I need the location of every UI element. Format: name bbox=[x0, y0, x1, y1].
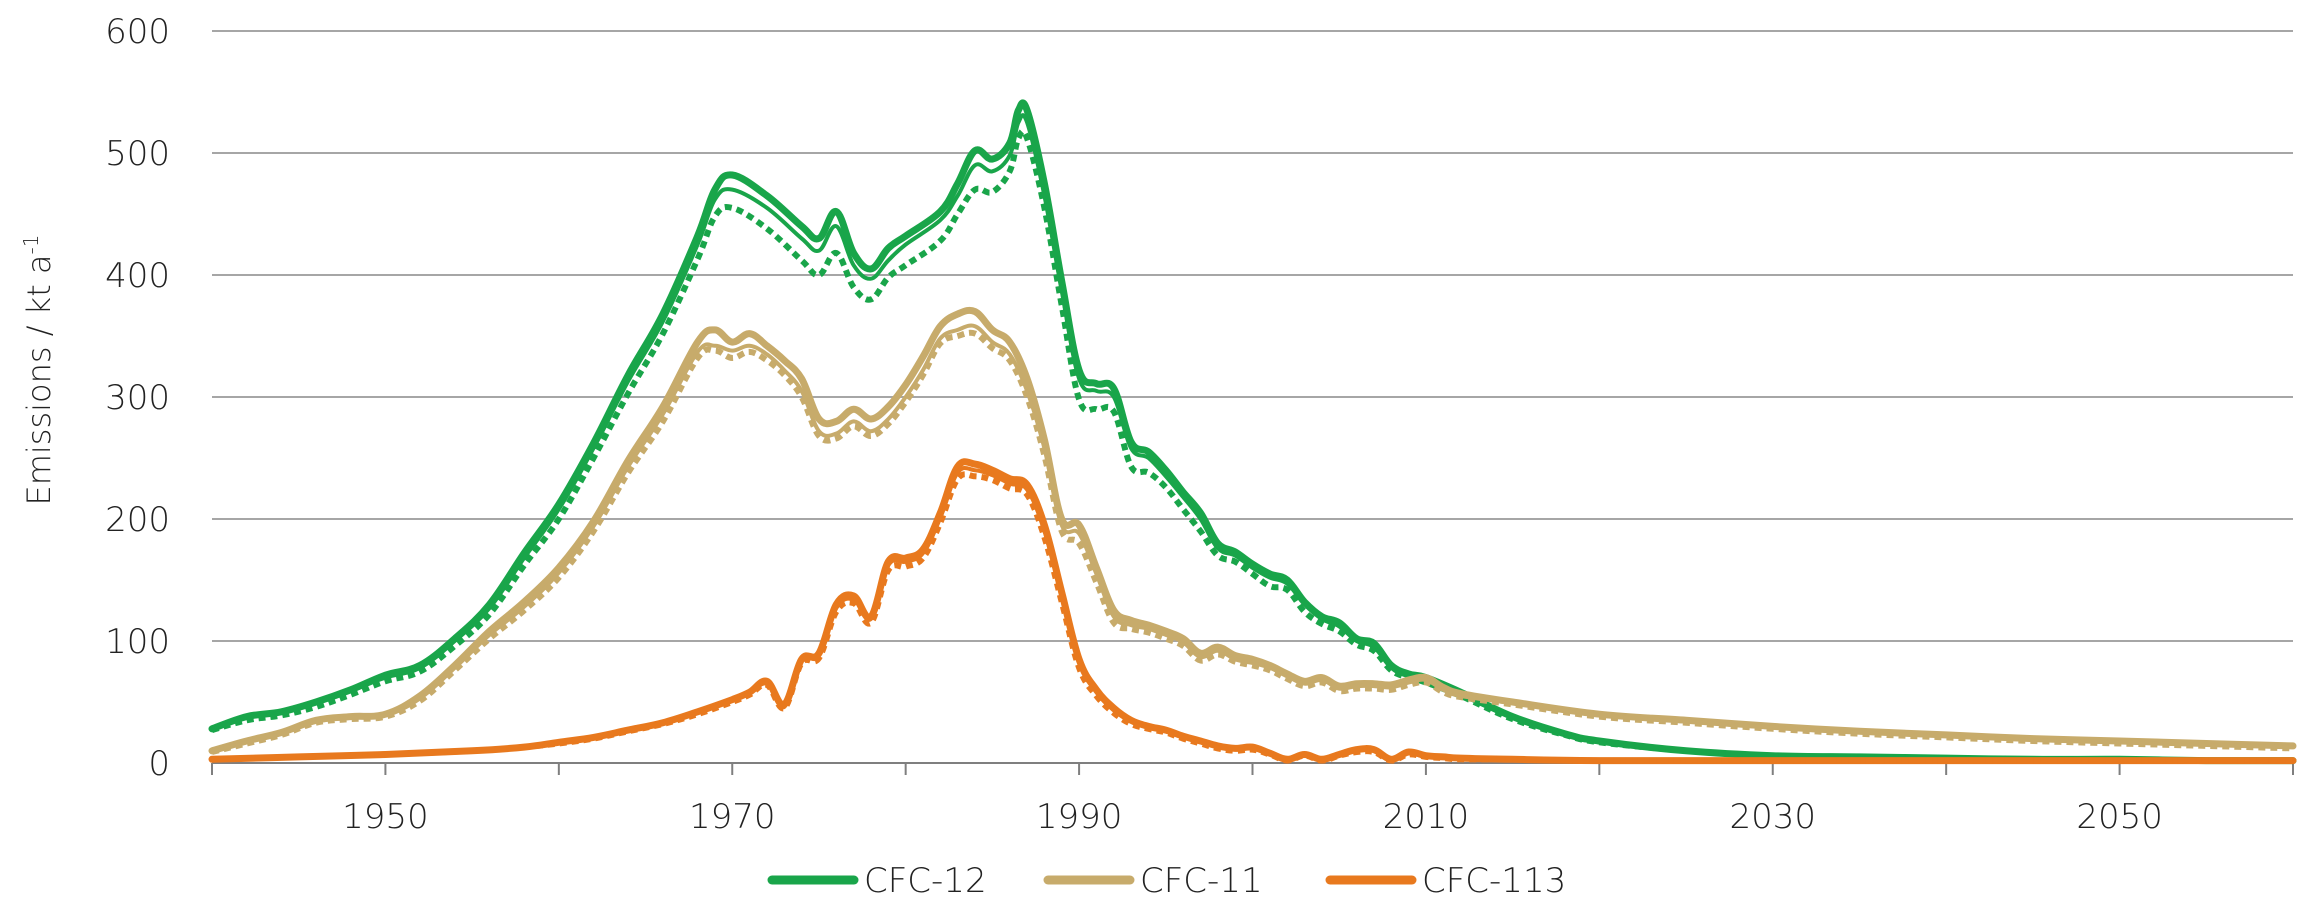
legend-label-cfc-11: CFC-11 bbox=[1140, 861, 1263, 901]
legend-label-cfc-12: CFC-12 bbox=[864, 861, 987, 901]
series-line-cfc-11-thick bbox=[208, 306, 2297, 755]
y-tick-label-600: 600 bbox=[105, 12, 170, 52]
series-line-cfc-11-dotted bbox=[211, 329, 2294, 755]
tick-labels: 0 100 200 300 400 500 600 1950 1970 1990 2010 2030 2… bbox=[105, 12, 2163, 837]
y-axis-title: Emissions / kt a-1 bbox=[19, 235, 58, 506]
y-tick-label-500: 500 bbox=[105, 134, 170, 174]
y-axis-title-text: Emissions / kt a bbox=[20, 254, 58, 505]
series-line-cfc-113-dotted bbox=[211, 471, 2294, 764]
y-tick-label-400: 400 bbox=[105, 256, 170, 296]
y-tick-label-0: 0 bbox=[148, 744, 170, 784]
y-tick-label-300: 300 bbox=[105, 378, 170, 418]
x-tick-label-1990: 1990 bbox=[1036, 797, 1123, 837]
x-tick-label-2030: 2030 bbox=[1729, 797, 1816, 837]
y-tick-label-100: 100 bbox=[105, 622, 170, 662]
series-line-cfc-11-thin bbox=[210, 323, 2295, 753]
series-line-cfc-12-thin bbox=[210, 113, 2295, 763]
legend-label-cfc-113: CFC-113 bbox=[1422, 861, 1566, 901]
axes bbox=[211, 762, 2294, 775]
series-line-cfc-113-thin bbox=[210, 466, 2295, 763]
legend: CFC-12 CFC-11 CFC-113 bbox=[767, 861, 1566, 901]
series-line-cfc-12-dotted bbox=[211, 128, 2294, 764]
y-tick-label-200: 200 bbox=[105, 500, 170, 540]
x-tick-label-2050: 2050 bbox=[2076, 797, 2163, 837]
x-tick-label-2010: 2010 bbox=[1383, 797, 1470, 837]
series-lines bbox=[208, 99, 2297, 765]
x-tick-label-1970: 1970 bbox=[689, 797, 776, 837]
y-axis-title-superscript: -1 bbox=[19, 235, 43, 255]
x-tick-label-1950: 1950 bbox=[342, 797, 429, 837]
